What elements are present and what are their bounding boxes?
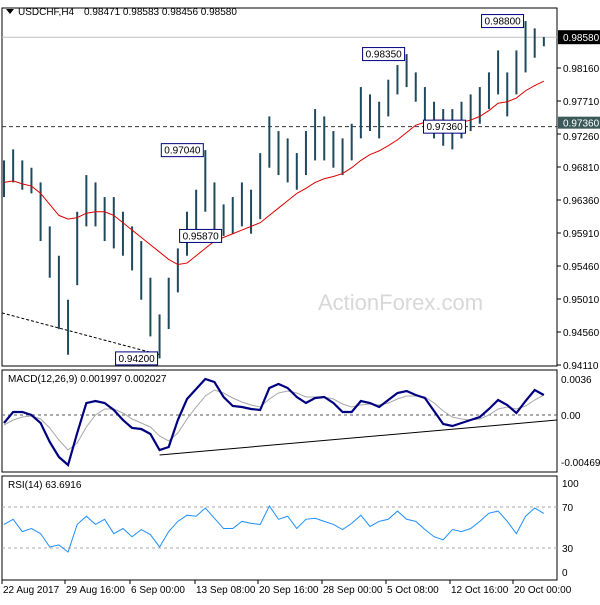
annotation-label: 0.98800 <box>485 17 522 28</box>
price-tick-label: 0.95910 <box>563 229 600 240</box>
rsi-tick-label: 0 <box>562 568 568 579</box>
annotation-box <box>423 119 466 134</box>
triangle-down-icon[interactable] <box>6 9 14 14</box>
macd-tick-label: 0.00 <box>561 411 581 422</box>
rsi-tick-label: 30 <box>562 544 574 555</box>
date-tick-label: 13 Sep 08:00 <box>196 585 256 596</box>
annotation-box <box>362 47 406 62</box>
date-tick-label: 20 Oct 00:00 <box>514 585 572 596</box>
annotation-label: 0.97360 <box>427 122 464 133</box>
rsi-title: RSI(14) 63.6916 <box>8 480 82 491</box>
annotation-label: 0.94200 <box>119 354 156 365</box>
macd-signal-line <box>3 389 545 451</box>
macd-title: MACD(12,26,9) 0.001997 0.002027 <box>8 374 167 385</box>
annotation-box <box>481 14 525 29</box>
rsi-tick-label: 100 <box>562 479 579 490</box>
price-trendline <box>1 312 160 356</box>
price-tick-label: 0.95010 <box>563 295 600 306</box>
date-tick-label: 12 Oct 16:00 <box>451 585 509 596</box>
level-tag <box>558 116 600 129</box>
date-tick-label: 28 Sep 00:00 <box>323 585 383 596</box>
watermark: ActionForex.com <box>318 290 483 315</box>
price-tick-label: 0.95460 <box>563 262 600 273</box>
annotation-label: 0.97040 <box>164 146 201 157</box>
price-tick-label: 0.94110 <box>563 361 599 372</box>
level-label: 0.97360 <box>563 119 600 130</box>
price-tick-label: 0.96810 <box>563 163 600 174</box>
date-tick-label: 20 Sep 16:00 <box>259 585 319 596</box>
axis-layer: 0.98160 0.97710 0.97260 0.96810 0.96360 0.959… <box>1 30 600 596</box>
rsi-layer <box>2 504 557 553</box>
current-price-tag <box>558 30 600 45</box>
macd-layer <box>2 377 558 467</box>
price-tick-label: 0.97260 <box>563 132 600 143</box>
macd-line <box>3 377 545 467</box>
ohlc-readout: 0.98471 0.98583 0.98456 0.98580 <box>84 7 237 18</box>
current-price-label: 0.98580 <box>563 33 600 44</box>
price-tick-label: 0.96360 <box>563 196 600 207</box>
price-tick-label: 0.94560 <box>563 328 600 339</box>
macd-tick-label: -0.004696 <box>561 458 600 469</box>
date-tick-label: 22 Aug 2017 <box>3 585 60 596</box>
annotation-label: 0.95870 <box>183 231 220 242</box>
rsi-panel <box>1 475 558 581</box>
macd-panel <box>1 369 558 473</box>
annotation-box <box>179 228 223 243</box>
macd-tick-label: 0.0036 <box>561 375 592 386</box>
macd-trendline <box>159 419 558 456</box>
price-tick-label: 0.97710 <box>563 97 600 108</box>
rsi-tick-label: 70 <box>562 503 574 514</box>
price-panel <box>1 7 558 367</box>
symbol-label: USDCHF,H4 <box>18 7 75 18</box>
price-tick-label: 0.98160 <box>563 64 600 75</box>
annotation-box <box>115 351 159 366</box>
price-layer: 0.98800 0.98350 0.97040 0.95870 0.94200 0.973… <box>1 14 557 366</box>
annotation-box <box>160 143 204 158</box>
date-tick-label: 5 Oct 08:00 <box>387 585 439 596</box>
date-tick-label: 6 Sep 00:00 <box>131 585 185 596</box>
annotation-label: 0.98350 <box>366 50 403 61</box>
date-tick-label: 29 Aug 16:00 <box>66 585 125 596</box>
rsi-line <box>3 504 545 553</box>
